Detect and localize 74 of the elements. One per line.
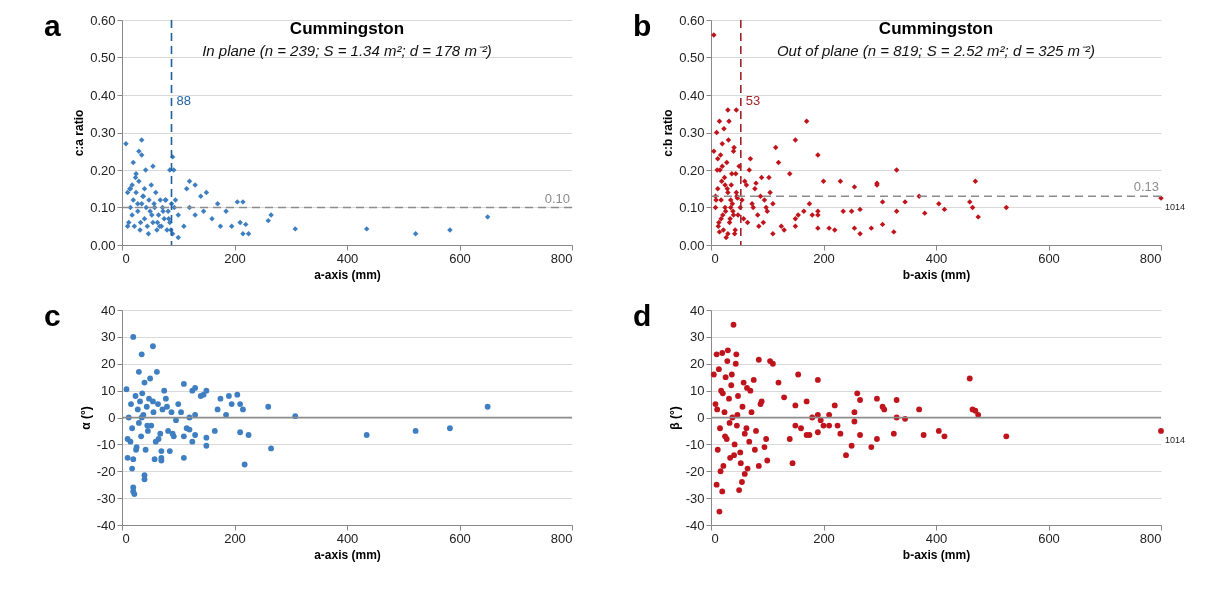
y-tick-label: 40 xyxy=(690,302,705,318)
y-tick-label: -10 xyxy=(96,436,116,452)
y-tick-label: -40 xyxy=(685,517,705,533)
y-tick-label: 0.10 xyxy=(679,200,705,215)
chart-title: Cummingston xyxy=(878,19,994,38)
y-tick-label: 0.00 xyxy=(90,237,116,253)
y-axis-title: α (°) xyxy=(78,406,93,430)
x-axis-title: a-axis (mm) xyxy=(314,547,381,562)
y-tick-label: 40 xyxy=(101,302,116,318)
x-axis-title: b-axis (mm) xyxy=(902,267,971,282)
y-tick-label: -30 xyxy=(96,490,116,506)
x-tick-label: 200 xyxy=(813,530,835,546)
x-tick-label: 400 xyxy=(925,530,948,546)
x-tick-label: 600 xyxy=(1038,250,1060,266)
x-tick-label: 200 xyxy=(224,530,246,546)
y-tick-label: 10 xyxy=(101,383,116,399)
y-tick-label: 0.60 xyxy=(90,12,116,28)
y-tick-label: 0.10 xyxy=(90,200,116,215)
x-axis-title: b-axis (mm) xyxy=(902,547,971,562)
ref-line-label: 0.10 xyxy=(544,190,570,206)
y-tick-label: 0.20 xyxy=(90,162,116,178)
y-tick-label: 0.00 xyxy=(679,237,705,253)
text: b xyxy=(633,9,652,42)
y-tick-label: 0.30 xyxy=(90,125,116,140)
y-tick-label: 0.50 xyxy=(679,50,705,65)
x-tick-label: 0 xyxy=(711,530,719,546)
x-tick-label: 600 xyxy=(1038,530,1060,546)
annotation: 1014 xyxy=(1165,434,1186,445)
y-tick-label: 0 xyxy=(697,410,705,425)
x-tick-label: 0 xyxy=(122,530,130,546)
ref-line-label: 88 xyxy=(176,93,191,108)
y-axis-title: c:b ratio xyxy=(661,109,676,157)
chart-title: Cummingston xyxy=(289,19,405,38)
x-tick-label: 0 xyxy=(711,250,719,266)
y-tick-label: 0.50 xyxy=(90,50,116,65)
x-tick-label: 200 xyxy=(813,250,835,266)
y-tick-label: 20 xyxy=(101,356,116,372)
x-tick-label: 800 xyxy=(550,530,573,546)
y-tick-label: 30 xyxy=(690,329,705,345)
y-tick-label: 0.20 xyxy=(679,162,705,178)
y-tick-label: 0.60 xyxy=(679,12,705,28)
text: a xyxy=(44,9,61,42)
annotation: 1014 xyxy=(1165,202,1186,213)
x-tick-label: 200 xyxy=(224,250,246,266)
text: d xyxy=(633,299,652,332)
x-tick-label: 800 xyxy=(1139,530,1162,546)
x-tick-label: 600 xyxy=(449,530,471,546)
x-axis-title: a-axis (mm) xyxy=(314,267,381,282)
ref-line-label: 53 xyxy=(745,93,761,108)
text: In plane (n = 239; S = 1.34 m²; d = 178 m⁻²) xyxy=(202,42,492,59)
y-tick-label: 20 xyxy=(690,356,705,372)
y-tick-label: 10 xyxy=(690,383,705,399)
text: c xyxy=(44,299,61,332)
y-tick-label: -10 xyxy=(685,436,705,452)
x-tick-label: 400 xyxy=(336,250,359,266)
x-tick-label: 400 xyxy=(336,530,359,546)
y-tick-label: -20 xyxy=(96,463,116,479)
y-tick-label: -30 xyxy=(685,490,705,506)
y-tick-label: -20 xyxy=(685,463,705,479)
x-tick-label: 800 xyxy=(1139,250,1162,266)
x-tick-label: 400 xyxy=(925,250,948,266)
y-tick-label: 0 xyxy=(108,410,116,425)
y-tick-label: 0.40 xyxy=(90,87,116,103)
y-tick-label: -40 xyxy=(96,517,116,533)
x-tick-label: 800 xyxy=(550,250,573,266)
ref-line-label: 0.13 xyxy=(1133,179,1159,195)
y-axis-title: c:a ratio xyxy=(72,109,87,157)
y-axis-title: β (°) xyxy=(667,406,682,430)
x-tick-label: 0 xyxy=(122,250,130,266)
y-tick-label: 30 xyxy=(101,329,116,345)
y-tick-label: 0.40 xyxy=(679,87,705,103)
text: Out of plane (n = 819; S = 2.52 m²; d = 325 m⁻²) xyxy=(776,42,1096,59)
y-tick-label: 0.30 xyxy=(679,125,705,140)
x-tick-label: 600 xyxy=(449,250,471,266)
